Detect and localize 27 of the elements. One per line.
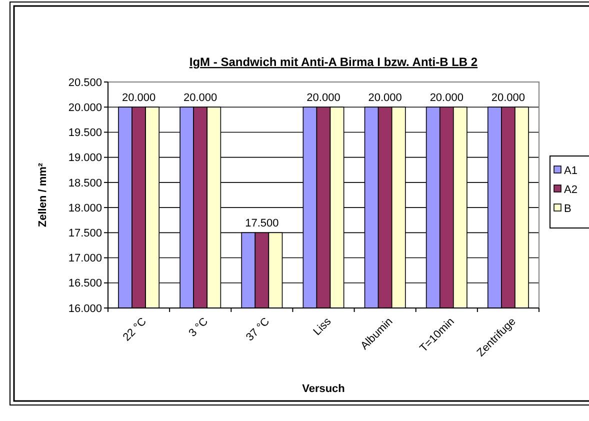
data-label: 20.000 bbox=[306, 92, 340, 104]
y-tick-label: 19.500 bbox=[68, 127, 102, 140]
y-tick-label: 18.500 bbox=[68, 177, 102, 190]
y-axis-title: Zellen / mm² bbox=[37, 162, 49, 228]
legend-label: B bbox=[564, 202, 572, 215]
y-tick-label: 17.000 bbox=[68, 252, 102, 265]
y-tick-label: 20.000 bbox=[68, 102, 102, 114]
data-label: 20.000 bbox=[122, 92, 156, 104]
x-tick-label: Liss bbox=[311, 315, 334, 338]
x-axis-title: Versuch bbox=[302, 383, 346, 395]
x-tick-label: 3 °C bbox=[186, 316, 211, 340]
data-label: 20.000 bbox=[184, 92, 218, 104]
data-label: 20.000 bbox=[491, 92, 526, 104]
y-tick-label: 17.500 bbox=[68, 228, 102, 240]
y-tick-label: 16.000 bbox=[68, 302, 102, 315]
chart-title: IgM - Sandwich mit Anti-A Birma I bzw. Anti-B LB 2 bbox=[189, 55, 478, 69]
y-tick-label: 19.000 bbox=[68, 152, 102, 164]
x-tick-label: 37 °C bbox=[244, 316, 272, 344]
data-label: 20.000 bbox=[430, 92, 464, 104]
y-tick-label: 20.500 bbox=[68, 76, 102, 89]
data-label: 20.000 bbox=[368, 92, 402, 104]
y-tick-label: 16.500 bbox=[68, 278, 102, 290]
x-tick-label: 22 °C bbox=[120, 316, 149, 344]
legend-label: A2 bbox=[564, 184, 578, 196]
legend-label: A1 bbox=[564, 164, 578, 177]
data-label: 17.500 bbox=[245, 218, 279, 230]
y-tick-label: 18.000 bbox=[68, 202, 102, 214]
